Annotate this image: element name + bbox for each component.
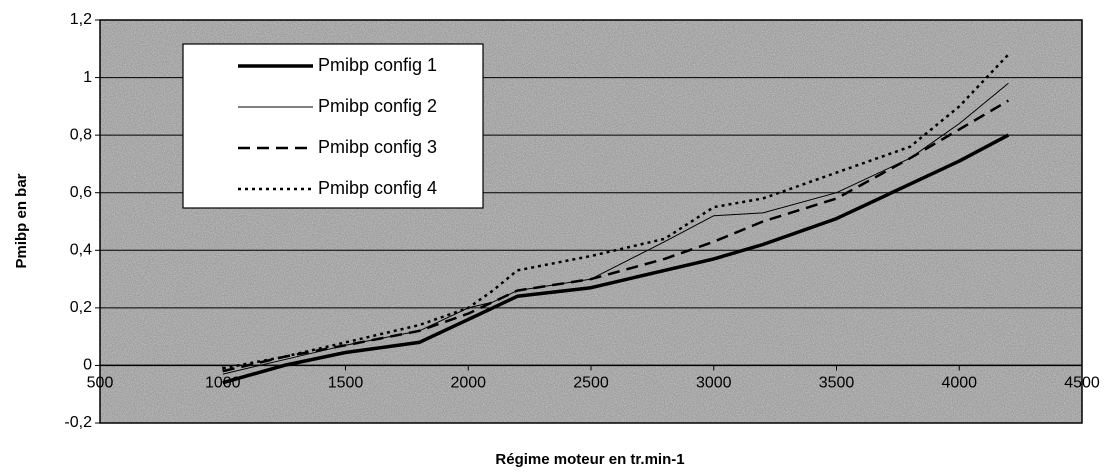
- x-tick-label: 2500: [573, 375, 609, 392]
- x-axis-label: Régime moteur en tr.min-1: [495, 451, 684, 468]
- legend-label: Pmibp config 1: [318, 55, 437, 75]
- y-tick-label: -0,2: [64, 414, 92, 431]
- legend-box: [182, 43, 484, 209]
- y-tick-label: 1,2: [70, 11, 92, 28]
- y-axis-label: Pmibp en bar: [13, 173, 30, 268]
- legend-label: Pmibp config 3: [318, 137, 437, 157]
- legend-label: Pmibp config 4: [318, 178, 437, 198]
- y-tick-label: 0,4: [70, 242, 92, 259]
- x-tick-label: 1500: [328, 375, 364, 392]
- y-tick-label: 0,6: [70, 184, 92, 201]
- x-tick-label: 4000: [941, 375, 977, 392]
- y-tick-label: 0,2: [70, 299, 92, 316]
- x-tick-label: 3500: [819, 375, 855, 392]
- series-line: [222, 133, 1010, 385]
- y-tick-label: 1: [83, 69, 92, 86]
- y-tick-label: 0,8: [70, 126, 92, 143]
- legend-label: Pmibp config 2: [318, 96, 437, 116]
- y-tick-label: 0: [83, 357, 92, 374]
- x-tick-label: 2000: [450, 375, 486, 392]
- plot-border: [99, 19, 1083, 424]
- x-tick-label: 3000: [696, 375, 732, 392]
- x-tick-label: 1000: [205, 375, 241, 392]
- series-line: [222, 99, 1010, 373]
